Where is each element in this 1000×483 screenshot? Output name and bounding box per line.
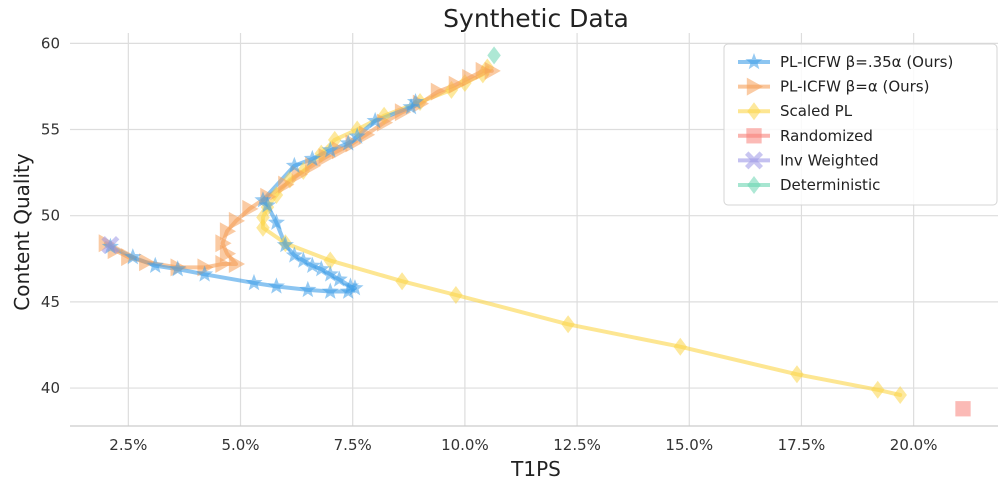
data-point-series-0: [321, 141, 339, 158]
data-point-series-0: [341, 277, 360, 294]
data-point-series-0: [258, 196, 277, 213]
x-tick-labels: 2.5% 5.0% 7.5% 10.0% 12.5% 15.0% 17.5% 20.0%: [109, 436, 937, 454]
data-point-series-0: [285, 156, 303, 173]
data-point-series-2: [256, 208, 270, 227]
grid-lines: [70, 33, 998, 426]
legend-marker-0: [745, 53, 763, 70]
data-point-series-1: [242, 199, 259, 218]
data-point-series-2: [673, 337, 688, 356]
data-point-series-1: [215, 234, 232, 253]
data-point-series-1: [219, 222, 237, 241]
data-point-series-0: [402, 98, 420, 115]
data-point-series-2: [790, 365, 804, 384]
legend-label-0: PL-ICFW β=.35α (Ours): [780, 53, 953, 71]
legend-marker-2: [747, 102, 761, 121]
legend-label-2: Scaled PL: [780, 102, 853, 120]
x-tick-label: 2.5%: [109, 436, 147, 454]
series-points: [98, 46, 971, 417]
data-point-series-0: [254, 191, 272, 208]
data-point-series-0: [348, 127, 366, 144]
x-tick-label: 10.0%: [441, 436, 489, 454]
data-point-series-0: [294, 251, 312, 268]
legend-marker-5: [747, 176, 761, 194]
legend-label-3: Randomized: [780, 127, 873, 145]
x-tick-label: 15.0%: [665, 436, 713, 454]
data-point-series-1: [215, 254, 232, 273]
chart-title: Synthetic Data: [443, 4, 629, 33]
data-point-series-3: [955, 401, 971, 417]
data-point-series-0: [321, 265, 339, 282]
data-point-series-2: [256, 218, 270, 237]
data-point-series-0: [303, 256, 321, 273]
data-point-series-1: [332, 141, 349, 160]
data-point-series-1: [484, 61, 501, 80]
data-point-series-1: [475, 61, 492, 80]
data-point-series-1: [462, 68, 479, 87]
data-point-series-0: [346, 279, 364, 296]
data-point-series-0: [339, 134, 357, 151]
data-point-series-0: [245, 273, 263, 291]
data-point-series-0: [285, 246, 303, 263]
y-tick-labels: 40 45 50 55 60: [41, 34, 60, 397]
y-axis-title: Content Quality: [10, 153, 34, 311]
legend-label-4: Inv Weighted: [780, 151, 879, 169]
data-point-series-0: [299, 280, 317, 298]
x-tick-label: 20.0%: [890, 436, 938, 454]
data-point-series-2: [323, 251, 338, 270]
data-point-series-0: [321, 282, 339, 299]
data-point-series-2: [870, 380, 885, 399]
legend-label-5: Deterministic: [780, 176, 880, 194]
data-point-series-1: [448, 75, 465, 94]
x-tick-label: 17.5%: [778, 436, 826, 454]
legend-marker-1: [746, 77, 763, 96]
data-point-series-0: [267, 277, 285, 294]
data-point-series-1: [228, 254, 246, 273]
data-point-series-0: [146, 256, 164, 273]
data-point-series-2: [449, 286, 463, 304]
data-point-series-0: [267, 213, 285, 230]
data-point-series-2: [561, 315, 575, 334]
legend-marker-3: [746, 128, 762, 144]
data-point-series-1: [394, 103, 412, 122]
data-point-series-0: [406, 92, 425, 110]
legend-frame: [723, 43, 998, 206]
y-tick-label: 55: [41, 121, 60, 139]
data-point-series-1: [358, 125, 376, 144]
data-point-series-1: [139, 253, 156, 272]
data-point-series-1: [318, 148, 335, 167]
data-point-series-1: [278, 175, 295, 194]
x-tick-label: 5.0%: [221, 436, 259, 454]
data-point-series-2: [395, 272, 409, 291]
legend: PL-ICFW β=.35α (Ours) PL-ICFW β=α (Ours) S…: [723, 43, 998, 206]
data-point-series-0: [196, 265, 214, 282]
data-point-series-1: [228, 211, 246, 230]
y-tick-label: 50: [41, 207, 60, 225]
y-tick-label: 45: [41, 293, 60, 311]
data-point-series-4: [101, 236, 120, 255]
data-point-series-1: [219, 244, 237, 263]
x-tick-label: 7.5%: [334, 436, 372, 454]
data-point-series-0: [124, 248, 142, 265]
legend-marker-4: [745, 151, 763, 170]
data-point-series-1: [430, 82, 447, 101]
data-point-series-0: [330, 270, 348, 287]
data-point-series-0: [169, 260, 187, 277]
data-point-series-5: [487, 46, 501, 65]
data-point-series-2: [893, 385, 907, 404]
data-point-series-0: [276, 236, 294, 253]
x-axis-title: T1PS: [510, 457, 561, 481]
data-point-series-0: [366, 111, 384, 129]
y-tick-label: 60: [41, 34, 60, 52]
data-point-series-0: [303, 149, 321, 167]
data-point-series-0: [312, 260, 330, 277]
x-tick-label: 12.5%: [553, 436, 601, 454]
legend-label-1: PL-ICFW β=α (Ours): [780, 78, 929, 96]
y-tick-label: 40: [41, 379, 60, 397]
